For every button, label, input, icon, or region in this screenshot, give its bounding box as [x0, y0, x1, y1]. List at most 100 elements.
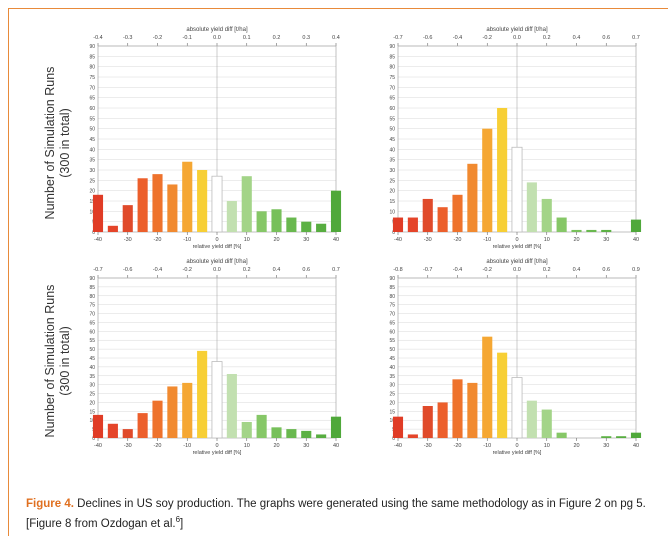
y-tick-label: 60	[389, 329, 395, 335]
y-tick-label: 35	[89, 374, 95, 380]
y-tick-label: 30	[89, 383, 95, 389]
top-tick-label: -0.4	[93, 35, 102, 41]
y-tick-label: 85	[389, 285, 395, 291]
histogram-bar	[226, 374, 237, 438]
x-tick-label: -40	[394, 443, 402, 449]
y-tick-label: 0	[392, 436, 395, 442]
figure-caption: Figure 4. Declines in US soy production.…	[26, 496, 656, 532]
histogram-bar	[226, 201, 237, 232]
top-tick-label: -0.6	[423, 35, 432, 41]
y-tick-label: 20	[389, 189, 395, 195]
histogram-bar	[301, 221, 312, 232]
x-axis-label: relative yield diff [%]	[193, 450, 242, 456]
x-tick-label: 40	[633, 443, 639, 449]
histogram-bar	[316, 434, 327, 438]
histogram-bar	[586, 229, 597, 232]
y-tick-label: 80	[89, 65, 95, 71]
y-tick-label: 55	[89, 338, 95, 344]
top-tick-label: -0.1	[183, 35, 192, 41]
y-tick-label: 50	[89, 347, 95, 353]
x-tick-label: 30	[603, 237, 609, 243]
histogram-bar	[541, 198, 552, 232]
top-tick-label: 0.0	[513, 267, 521, 273]
top-tick-label: -0.2	[153, 35, 162, 41]
histogram-bar	[271, 427, 282, 438]
top-tick-label: -0.2	[483, 267, 492, 273]
y-tick-label: 10	[89, 418, 95, 424]
y-tick-label: 15	[89, 409, 95, 415]
y-tick-label: 85	[89, 285, 95, 291]
y-tick-label: 70	[389, 312, 395, 318]
histogram-bottom-right: absolute yield diff [t/ha] -0.8 -0.7 -0.4 -0…	[389, 259, 642, 456]
y-tick-label: 85	[89, 54, 95, 60]
histogram-bar	[182, 161, 193, 232]
histogram-bar	[407, 217, 418, 232]
top-axis-title: absolute yield diff [t/ha]	[186, 27, 248, 33]
top-tick-label: -0.6	[123, 267, 132, 273]
x-tick-label: 10	[244, 443, 250, 449]
y-tick-label: 40	[89, 147, 95, 153]
top-tick-label: 0.6	[602, 35, 610, 41]
y-tick-label: 60	[389, 106, 395, 112]
histogram-bar	[511, 146, 523, 233]
top-tick-label: 0.2	[273, 35, 281, 41]
top-tick-label: 0.6	[302, 267, 310, 273]
y-tick-label: 75	[389, 303, 395, 309]
histogram-bar	[452, 194, 463, 232]
histogram-bar	[630, 432, 642, 438]
histogram-bar	[392, 416, 404, 438]
top-tick-label: 0.2	[543, 35, 551, 41]
y-axis-label-bottom: Number of Simulation Runs (300 in total)	[43, 261, 73, 461]
x-tick-label: -20	[154, 443, 162, 449]
x-tick-label: 20	[273, 237, 279, 243]
top-tick-label: -0.7	[93, 267, 102, 273]
y-tick-label: 70	[389, 85, 395, 91]
histogram-bar	[122, 205, 133, 232]
x-tick-label: 30	[303, 237, 309, 243]
histogram-bar	[616, 436, 627, 438]
caption-label: Figure 4.	[26, 498, 74, 510]
top-tick-label: -0.4	[153, 267, 162, 273]
top-tick-label: 0.1	[243, 35, 251, 41]
histogram-bar	[437, 207, 448, 232]
y-tick-label: 90	[89, 44, 95, 50]
histogram-bar	[392, 217, 404, 232]
top-tick-label: 0.2	[543, 267, 551, 273]
x-tick-label: -20	[454, 443, 462, 449]
top-tick-label: -0.3	[123, 35, 132, 41]
histogram-bar	[286, 217, 297, 232]
x-tick-label: 0	[515, 443, 518, 449]
y-tick-label: 15	[89, 199, 95, 205]
y-tick-label: 35	[389, 158, 395, 164]
y-tick-label: 80	[389, 65, 395, 71]
top-tick-label: -0.7	[423, 267, 432, 273]
caption-reference: 6	[175, 515, 181, 524]
x-tick-label: 10	[544, 237, 550, 243]
histogram-bar	[437, 402, 448, 438]
y-tick-label: 65	[89, 96, 95, 102]
histogram-top-left: absolute yield diff [t/ha] -0.4 -0.3 -0.2 -0…	[89, 27, 342, 250]
x-tick-label: 30	[603, 443, 609, 449]
histogram-bar	[556, 217, 567, 232]
y-tick-label: 40	[389, 147, 395, 153]
y-tick-label: 20	[389, 400, 395, 406]
histogram-bar	[601, 229, 612, 232]
y-tick-label: 90	[89, 276, 95, 282]
top-tick-label: 0.9	[632, 267, 640, 273]
histogram-bar	[211, 361, 223, 439]
top-tick-label: 0.0	[513, 35, 521, 41]
top-tick-label: 0.6	[602, 267, 610, 273]
top-axis-title: absolute yield diff [t/ha]	[186, 259, 248, 265]
histogram-bar	[182, 382, 193, 438]
histogram-bar	[271, 209, 282, 232]
histogram-bar	[556, 432, 567, 438]
histogram-bar	[526, 182, 537, 232]
caption-text: Declines in US soy production. The graph…	[26, 498, 646, 530]
histogram-bar	[241, 422, 252, 438]
histogram-bar	[526, 400, 537, 438]
y-axis-label-top: Number of Simulation Runs (300 in total)	[43, 43, 73, 243]
top-tick-label: -0.2	[483, 35, 492, 41]
x-tick-label: -10	[483, 443, 491, 449]
histogram-bar	[197, 170, 208, 232]
histogram-bar	[497, 352, 508, 438]
